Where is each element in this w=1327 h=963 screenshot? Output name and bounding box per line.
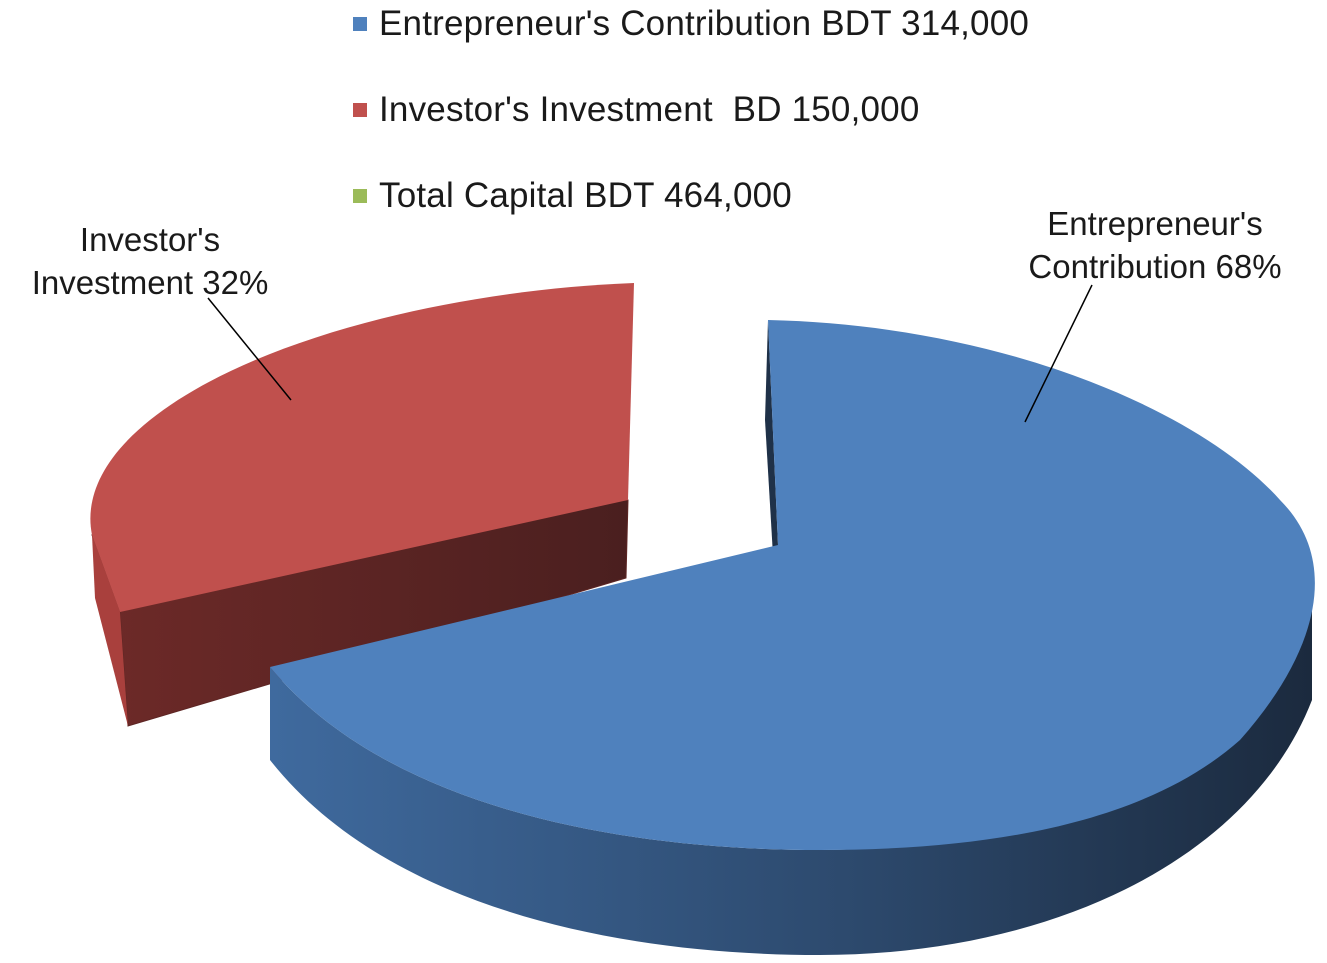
data-label-entrepreneur: Entrepreneur's Contribution 68% (1005, 202, 1305, 288)
entrepreneur-slice-side (270, 600, 1312, 955)
legend: Entrepreneur's Contribution BDT 314,000 … (353, 0, 1253, 230)
data-label-investor: Investor's Investment 32% (10, 218, 290, 304)
entrepreneur-slice-top (270, 320, 1315, 850)
entrepreneur-leader-line (1024, 284, 1093, 423)
pie-slice-investor (90, 283, 634, 727)
data-label-investor-line2: Investment 32% (31, 264, 269, 301)
legend-label-entrepreneur: Entrepreneur's Contribution BDT 314,000 (379, 4, 1030, 43)
legend-swatch-total (353, 189, 367, 203)
investor-leader-line (207, 297, 292, 401)
data-label-investor-line1: Investor's (79, 221, 221, 258)
legend-swatch-entrepreneur (353, 17, 367, 31)
pie-slice-entrepreneur (270, 320, 1315, 955)
legend-label-investor: Investor's Investment BD 150,000 (379, 90, 920, 129)
legend-swatch-investor (353, 103, 367, 117)
investor-slice-outer-side (92, 535, 128, 726)
legend-label-total: Total Capital BDT 464,000 (379, 176, 792, 215)
data-label-entrepreneur-line2: Contribution 68% (1028, 248, 1282, 285)
legend-item-total: Total Capital BDT 464,000 (353, 176, 792, 216)
investor-slice-top (90, 283, 634, 612)
legend-item-investor: Investor's Investment BD 150,000 (353, 90, 920, 130)
data-label-entrepreneur-line1: Entrepreneur's (1047, 205, 1263, 242)
legend-item-entrepreneur: Entrepreneur's Contribution BDT 314,000 (353, 4, 1029, 44)
